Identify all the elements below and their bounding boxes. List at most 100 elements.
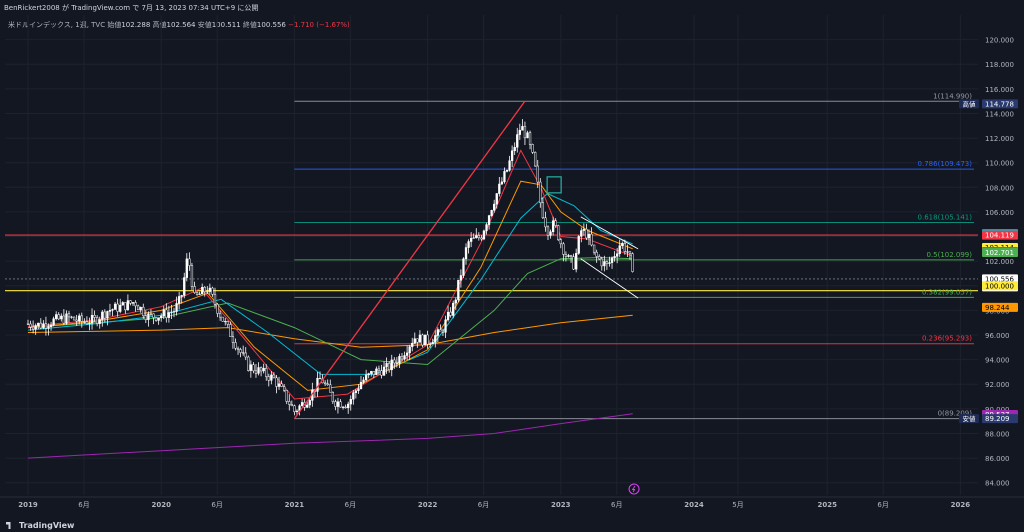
- candle-body: [308, 400, 311, 406]
- candle-body: [551, 220, 555, 233]
- candle-body: [518, 129, 521, 135]
- price-badge: [982, 99, 1018, 109]
- candle-body: [29, 323, 32, 328]
- candle-body: [569, 255, 573, 258]
- candle-body: [206, 291, 209, 293]
- candle-body: [631, 253, 634, 272]
- marker-box: [546, 176, 562, 194]
- price-tick-label: 110.000: [985, 160, 1014, 168]
- price-axis-bg: [978, 0, 1024, 532]
- candle-body: [352, 392, 355, 400]
- candle-body: [388, 363, 391, 371]
- candle-body: [221, 316, 224, 322]
- candle-body: [603, 261, 606, 267]
- candle-body: [480, 237, 483, 240]
- brand-name: TradingView: [19, 521, 75, 530]
- candle-body: [385, 363, 388, 368]
- candle-body: [613, 256, 616, 258]
- candle-body: [329, 384, 332, 393]
- candle-body: [244, 352, 247, 358]
- candle-body: [57, 314, 60, 320]
- price-badge-label: 102.701: [985, 249, 1014, 257]
- candle-body: [457, 280, 460, 301]
- candle-body: [42, 323, 45, 329]
- candle-body: [259, 367, 263, 372]
- candle-body: [575, 253, 578, 270]
- candle-body: [154, 317, 158, 321]
- candle-body: [242, 352, 245, 354]
- candle-body: [462, 258, 465, 276]
- candle-body: [116, 303, 119, 312]
- candle-body: [418, 334, 422, 343]
- badge-tag: [959, 414, 979, 424]
- badge-tag-label: 高値: [963, 99, 977, 108]
- candle-body: [408, 346, 411, 354]
- time-tick-label: 2020: [151, 501, 171, 509]
- candle-body: [275, 377, 278, 387]
- candle-body: [172, 311, 176, 313]
- price-badge-label: 104.119: [985, 232, 1014, 240]
- candle-body: [421, 334, 424, 346]
- candle-body: [513, 147, 516, 151]
- price-badge-label: 89.209: [985, 415, 1010, 423]
- candle-body: [490, 210, 493, 216]
- lightning-icon: [628, 483, 640, 495]
- tradingview-logo-icon: [6, 522, 11, 529]
- fib-level-label: 0.236(95.293): [922, 335, 972, 343]
- candle-body: [467, 241, 470, 248]
- moving-average-line: [27, 314, 633, 348]
- candle-body: [175, 303, 178, 312]
- symbol-name[interactable]: 米ドルインデックス, 1週, TVC: [8, 21, 106, 29]
- candle-body: [285, 390, 288, 402]
- moving-average-line: [27, 192, 633, 375]
- candle-body: [600, 258, 603, 267]
- price-tick-label: 116.000: [985, 86, 1014, 94]
- candle-body: [265, 367, 268, 377]
- candle-body: [405, 352, 409, 356]
- candle-body: [60, 315, 63, 320]
- time-axis: 2019 6月 2020 6月 2021 6月 2022 6月 2023 6月 2024 5月 2025…: [0, 496, 1024, 509]
- candle-body: [257, 367, 260, 374]
- candle-body: [323, 382, 327, 385]
- levels: [5, 234, 978, 292]
- badge-tag: [959, 99, 979, 109]
- candle-body: [592, 244, 596, 253]
- time-tick-label: 2025: [817, 501, 837, 509]
- candle-body: [367, 373, 370, 376]
- candle-body: [231, 336, 235, 343]
- candle-body: [610, 257, 614, 263]
- brand[interactable]: TradingView: [6, 521, 74, 530]
- grid: [5, 15, 978, 495]
- candle-body: [354, 390, 358, 393]
- candle-body: [493, 203, 496, 211]
- candle-body: [300, 402, 304, 407]
- candle-body: [283, 386, 286, 391]
- candle-body: [108, 310, 112, 312]
- time-tick-label: 6月: [78, 501, 89, 509]
- candle-body: [44, 323, 48, 329]
- candle-body: [124, 302, 127, 311]
- candle-body: [47, 326, 50, 329]
- candle-body: [49, 324, 53, 327]
- candle-body: [521, 126, 524, 131]
- candle-body: [280, 383, 283, 387]
- candle-body: [39, 322, 42, 329]
- candle-body: [88, 322, 91, 325]
- candle-body: [557, 225, 560, 241]
- candle-body: [446, 311, 450, 321]
- candle-body: [621, 243, 624, 246]
- candle-body: [67, 313, 71, 318]
- candle-body: [90, 315, 94, 324]
- candle-body: [190, 265, 194, 287]
- candle-body: [585, 228, 588, 239]
- candle-body: [211, 287, 214, 295]
- candle-body: [185, 258, 188, 278]
- candle-body: [416, 338, 419, 343]
- time-tick-label: 2023: [551, 501, 571, 509]
- candle-body: [554, 220, 557, 226]
- time-tick-label: 6月: [611, 501, 622, 509]
- candle-body: [336, 401, 340, 407]
- candle-body: [544, 217, 547, 228]
- trend-line: [293, 100, 526, 419]
